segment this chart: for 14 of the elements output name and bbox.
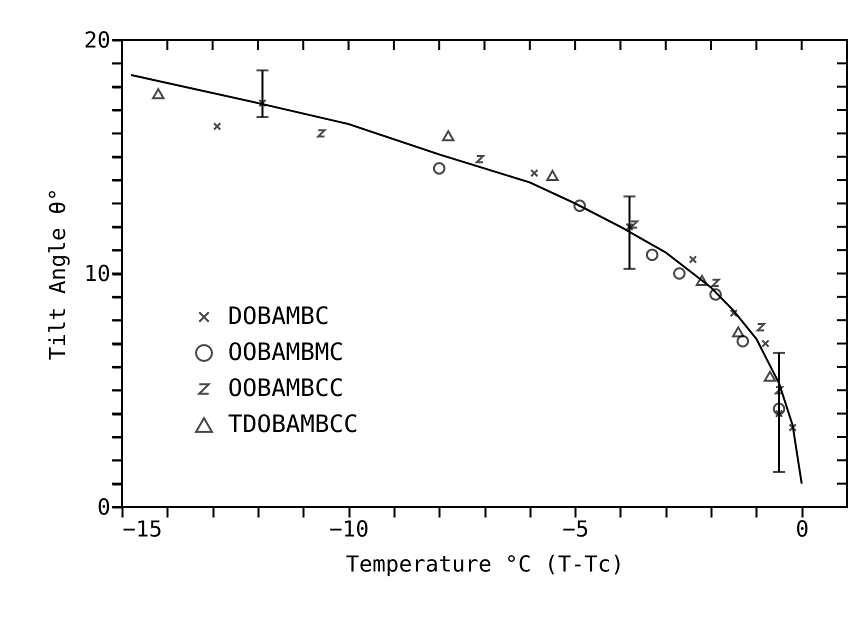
y-axis-title: Tilt Angle θ° (46, 188, 72, 360)
y-tick-label: 20 (84, 28, 110, 54)
x-axis-title: Temperature °C (T-Tc) (346, 552, 624, 578)
line-series (130, 74, 803, 485)
legend-label: OOBAMBCC (228, 374, 344, 402)
x-tick-label: 0 (796, 518, 809, 542)
legend-label: DOBAMBC (228, 302, 330, 330)
x-tick-label: −15 (122, 518, 162, 542)
x-tick-label: −10 (329, 518, 369, 542)
y-tick-label: 10 (84, 262, 110, 287)
legend-label: TDOBAMBCC (228, 410, 358, 438)
y-tick-label: 0 (97, 496, 110, 520)
legend-label: OOBAMBMC (228, 338, 344, 366)
x-tick-label: −5 (562, 518, 589, 542)
